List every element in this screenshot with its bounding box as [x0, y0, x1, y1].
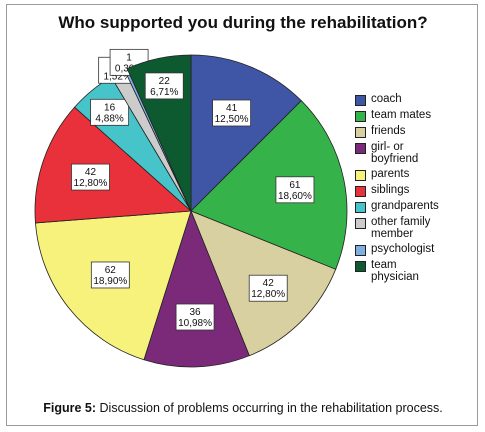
data-label-box: [90, 261, 130, 289]
data-label-count: 42: [263, 278, 275, 289]
pie-slice-girl-or-boyfriend: [143, 209, 250, 368]
data-label-percent: 10,98%: [178, 318, 212, 329]
data-label-percent: 12,50%: [215, 114, 249, 125]
legend-label: friends: [371, 125, 406, 137]
legend-label: parents: [371, 168, 410, 180]
data-label-box: [71, 163, 110, 191]
data-label-count: 61: [289, 180, 301, 191]
data-label: 164,88%: [90, 98, 130, 126]
data-label-count: 36: [190, 307, 202, 318]
legend-label: team physician: [371, 259, 419, 283]
data-label-box: [90, 98, 130, 126]
legend-swatch: [355, 186, 366, 197]
chart-legend: coach team mates friends girl- or boyfriend…: [355, 93, 473, 286]
legend-swatch: [355, 170, 366, 181]
legend-item: friends: [355, 125, 473, 138]
pie-slice-coach: [190, 54, 302, 212]
legend-swatch: [355, 202, 366, 213]
legend-swatch: [355, 127, 366, 138]
data-label-box: [175, 303, 215, 331]
data-label-percent: 6,71%: [150, 87, 178, 98]
legend-label: siblings: [371, 184, 410, 196]
caption-text: Discussion of problems occurring in the …: [96, 401, 443, 415]
data-label-percent: 12,80%: [251, 289, 285, 300]
pie-slice-team-mates: [190, 100, 348, 270]
legend-swatch: [355, 95, 366, 106]
legend-item: girl- or boyfriend: [355, 141, 473, 165]
legend-label: grandparents: [371, 200, 439, 212]
data-label-count: 42: [85, 167, 97, 178]
data-label: 226,71%: [144, 72, 184, 100]
legend-label: team mates: [371, 109, 432, 121]
data-label-percent: 1,52%: [103, 71, 131, 82]
legend-swatch: [355, 218, 366, 229]
legend-item: grandparents: [355, 200, 473, 213]
data-label-percent: 18,90%: [93, 276, 127, 287]
data-label-count: 16: [104, 102, 116, 113]
data-label-count: 1: [126, 52, 132, 63]
legend-item: psychologist: [355, 243, 473, 256]
legend-label: psychologist: [371, 243, 435, 255]
data-label-box: [248, 274, 288, 302]
legend-label: other family member: [371, 216, 431, 240]
legend-swatch: [355, 111, 366, 122]
pie-chart: 4112,50%6118,60%4212,80%3610,98%6218,90%…: [34, 48, 348, 368]
legend-swatch: [355, 143, 366, 154]
legend-item: other family member: [355, 216, 473, 240]
legend-item: parents: [355, 168, 473, 181]
caption-prefix: Figure 5:: [43, 401, 97, 415]
data-label-box: [275, 176, 315, 204]
data-label-count: 62: [105, 265, 117, 276]
legend-item: team mates: [355, 109, 473, 122]
legend-label: girl- or boyfriend: [371, 141, 419, 165]
data-label-count: 41: [226, 103, 238, 114]
data-label-box: [144, 72, 184, 100]
data-label-percent: 18,60%: [278, 191, 312, 202]
legend-item: coach: [355, 93, 473, 106]
legend-swatch: [355, 261, 366, 272]
data-label-percent: 4,88%: [95, 113, 123, 124]
data-label-percent: 12,80%: [74, 178, 108, 189]
data-label-box: [212, 99, 251, 127]
data-label-count: 22: [159, 76, 171, 87]
legend-label: coach: [371, 93, 402, 105]
legend-swatch: [355, 245, 366, 256]
chart-frame: Who supported you during the rehabilitat…: [6, 4, 478, 426]
pie-slice-siblings: [34, 106, 192, 224]
figure-caption: Figure 5: Discussion of problems occurri…: [7, 401, 479, 415]
legend-item: team physician: [355, 259, 473, 283]
legend-item: siblings: [355, 184, 473, 197]
chart-title: Who supported you during the rehabilitat…: [58, 13, 428, 32]
